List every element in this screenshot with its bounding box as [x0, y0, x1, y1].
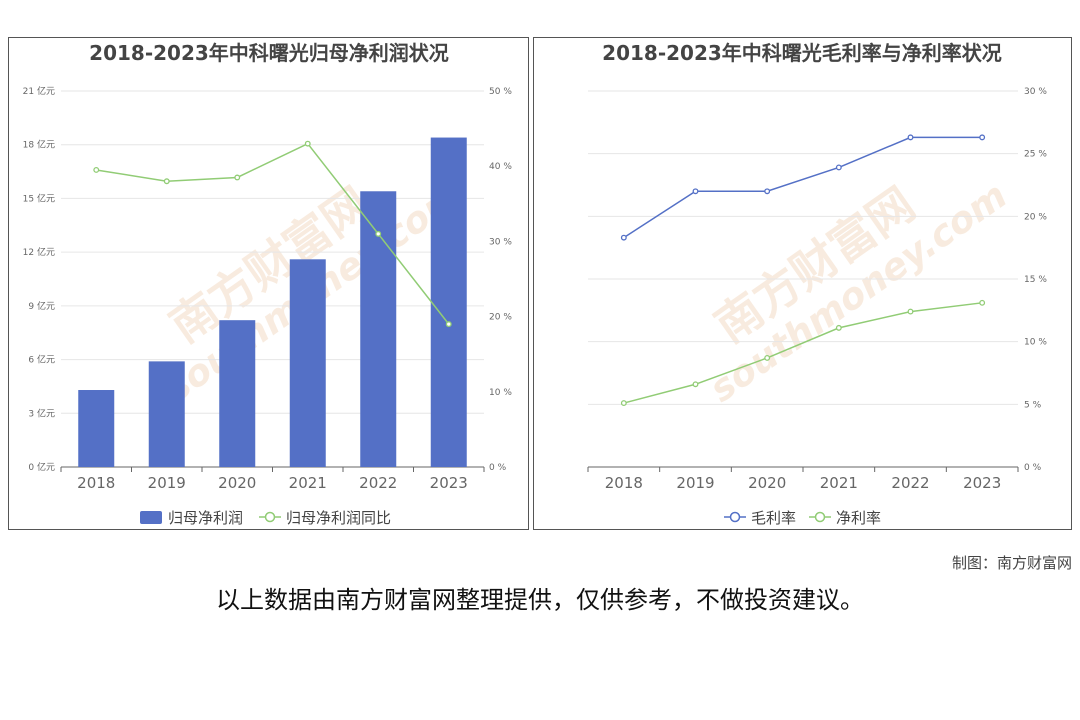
bar-2020: [219, 320, 256, 467]
y-left-tick-label: 0 亿元: [28, 461, 55, 473]
point-series-1-2019: [692, 188, 699, 195]
bar-2022: [360, 191, 397, 467]
legend-label-net: 净利率: [836, 509, 881, 527]
point-yoy-2018: [93, 167, 100, 173]
y-left-tick-label: 12 亿元: [23, 246, 55, 258]
point-series-2-2018: [620, 400, 627, 407]
x-tick-label: 2020: [218, 474, 256, 492]
x-tick-label: 2021: [289, 474, 327, 492]
y-right-tick-label: 0 %: [489, 463, 507, 473]
point-series-1-2022: [907, 134, 914, 141]
point-series-2-2021: [835, 324, 842, 331]
y-left-tick-label: 9 亿元: [28, 300, 55, 312]
legend-label-gross: 毛利率: [751, 509, 796, 527]
chart-title: 2018-2023年中科曙光毛利率与净利率状况: [602, 41, 1002, 65]
point-yoy-2021: [304, 140, 311, 147]
point-series-1-2021: [835, 164, 842, 171]
y-right-tick-label: 5 %: [1024, 400, 1042, 410]
bar-2019: [148, 361, 185, 467]
x-tick-label: 2019: [148, 474, 186, 492]
bar-2018: [78, 390, 115, 467]
point-series-1-2018: [620, 234, 627, 241]
bar-2021: [289, 259, 326, 467]
chart-panel-net-profit: 南方财富网southmoney.com2018-2023年中科曙光归母净利润状况…: [8, 37, 529, 530]
legend-marker-net: [814, 511, 826, 523]
point-yoy-2022: [375, 230, 382, 237]
point-series-1-2023: [979, 134, 986, 141]
y-right-tick-label: 10 %: [1024, 338, 1047, 348]
point-series-1-2020: [764, 188, 771, 195]
line-series-2: [623, 302, 983, 404]
y-left-tick-label: 21 亿元: [23, 85, 55, 97]
disclaimer-text: 以上数据由南方财富网整理提供，仅供参考，不做投资建议。: [216, 586, 864, 614]
x-tick-label: 2020: [748, 474, 786, 492]
x-tick-label: 2019: [676, 474, 714, 492]
y-right-tick-label: 50 %: [489, 87, 512, 97]
x-tick-label: 2023: [430, 474, 468, 492]
y-left-tick-label: 6 亿元: [28, 354, 55, 366]
x-tick-label: 2022: [891, 474, 929, 492]
y-right-tick-label: 30 %: [489, 237, 512, 247]
y-right-tick-label: 20 %: [1024, 212, 1047, 222]
y-right-tick-label: 30 %: [1024, 87, 1047, 97]
x-tick-label: 2021: [820, 474, 858, 492]
legend-label-bar: 归母净利润: [168, 509, 243, 527]
point-series-2-2020: [764, 355, 771, 361]
y-right-tick-label: 0 %: [1024, 463, 1042, 473]
y-left-tick-label: 3 亿元: [28, 407, 55, 419]
legend-swatch-bar: [140, 511, 162, 524]
x-tick-label: 2018: [605, 474, 643, 492]
bar-2023: [430, 137, 467, 468]
legend-marker-line: [264, 511, 276, 523]
net-profit-chart: 南方财富网southmoney.com2018-2023年中科曙光归母净利润状况…: [23, 41, 513, 527]
point-yoy-2023: [445, 321, 452, 328]
x-tick-label: 2018: [77, 474, 115, 492]
y-right-tick-label: 10 %: [489, 388, 512, 398]
point-yoy-2020: [234, 174, 241, 181]
y-left-tick-label: 15 亿元: [23, 192, 55, 204]
point-series-2-2022: [907, 308, 914, 315]
chart-credit: 制图：南方财富网: [951, 554, 1072, 572]
legend-marker-gross: [729, 511, 741, 523]
point-series-2-2023: [979, 299, 986, 306]
legend-label-line: 归母净利润同比: [286, 509, 391, 527]
line-yoy: [96, 142, 450, 325]
point-yoy-2019: [163, 178, 170, 185]
chart-title: 2018-2023年中科曙光归母净利润状况: [89, 41, 449, 65]
chart-panel-margins: 南方财富网 southmoney.com 2018-2023年中科曙光毛利率与净利率…: [533, 37, 1072, 530]
y-right-tick-label: 40 %: [489, 162, 512, 172]
point-series-2-2019: [692, 381, 699, 388]
y-right-tick-label: 25 %: [1024, 150, 1047, 160]
y-left-tick-label: 18 亿元: [23, 139, 55, 151]
line-series-1: [623, 136, 983, 239]
y-right-tick-label: 15 %: [1024, 275, 1047, 285]
y-right-tick-label: 20 %: [489, 313, 512, 323]
x-tick-label: 2022: [359, 474, 397, 492]
x-tick-label: 2023: [963, 474, 1001, 492]
